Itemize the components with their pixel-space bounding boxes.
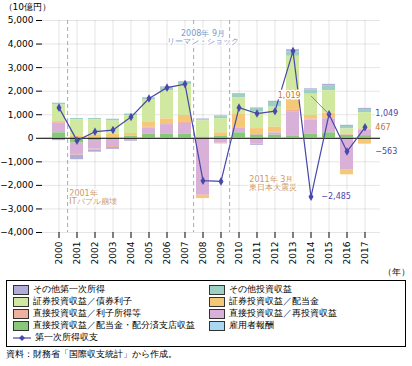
html-text:その他第一次所得: その他第一次所得 — [33, 284, 105, 294]
svg-text:2015: 2015 — [324, 242, 334, 265]
svg-text:2013: 2013 — [288, 242, 298, 265]
svg-text:2017: 2017 — [360, 242, 370, 265]
svg-text:2008年 9月リーマン・ショック: 2008年 9月リーマン・ショック — [167, 29, 239, 46]
svg-text:2000: 2000 — [54, 241, 64, 264]
svg-text:4,000: 4,000 — [8, 39, 34, 49]
html-text:直接投資収益／再投資収益: 直接投資収益／再投資収益 — [229, 308, 337, 318]
svg-text:2004: 2004 — [126, 241, 136, 264]
svg-text:−563: −563 — [375, 147, 397, 156]
svg-text:2005: 2005 — [144, 242, 154, 265]
svg-text:−1,000: −1,000 — [0, 157, 34, 167]
svg-text:5,000: 5,000 — [8, 15, 34, 25]
svg-text:3,000: 3,000 — [8, 62, 34, 72]
svg-text:2002: 2002 — [90, 242, 100, 265]
svg-text:1,049: 1,049 — [375, 109, 398, 118]
html-text:資料：財務省「国際収支統計」から作成。: 資料：財務省「国際収支統計」から作成。 — [6, 349, 177, 359]
svg-text:2016: 2016 — [342, 241, 352, 264]
svg-text:−2,485: −2,485 — [321, 192, 351, 201]
svg-text:2008: 2008 — [198, 241, 208, 264]
svg-text:2011: 2011 — [252, 242, 262, 265]
svg-text:2,000: 2,000 — [8, 86, 34, 96]
svg-text:2012: 2012 — [270, 242, 280, 265]
html-text:直接投資収益／利子所得等: 直接投資収益／利子所得等 — [33, 308, 141, 318]
html-text:直接投資収益／配当金・配分済支店収益: 直接投資収益／配当金・配分済支店収益 — [33, 320, 195, 330]
svg-text:−4,000: −4,000 — [0, 227, 34, 237]
html-text:その他投資収益: その他投資収益 — [229, 284, 292, 294]
svg-text:2006: 2006 — [162, 241, 172, 264]
svg-text:−2,000: −2,000 — [0, 180, 34, 190]
svg-text:2001: 2001 — [72, 242, 82, 265]
svg-text:（年）: （年） — [383, 267, 410, 277]
svg-text:2014: 2014 — [306, 241, 316, 264]
svg-text:2009: 2009 — [216, 241, 226, 264]
html-text:第一次所得収支: 第一次所得収支 — [35, 332, 98, 342]
svg-text:0: 0 — [28, 133, 34, 143]
svg-text:2003: 2003 — [108, 242, 118, 265]
svg-text:2001年ITバブル崩壊: 2001年ITバブル崩壊 — [69, 189, 116, 206]
html-text:雇用者報酬: 雇用者報酬 — [229, 320, 274, 330]
svg-text:2011年 3月東日本大震災: 2011年 3月東日本大震災 — [249, 175, 297, 192]
svg-text:（10億円）: （10億円） — [4, 2, 51, 12]
html-text:証券投資収益／配当金: 証券投資収益／配当金 — [229, 296, 319, 306]
svg-text:1,000: 1,000 — [8, 110, 34, 120]
svg-text:2010: 2010 — [234, 241, 244, 264]
svg-text:1,019: 1,019 — [278, 91, 301, 100]
html-text:証券投資収益／債券利子: 証券投資収益／債券利子 — [33, 296, 132, 306]
svg-text:−3,000: −3,000 — [0, 204, 34, 214]
svg-text:2007: 2007 — [180, 242, 190, 265]
svg-text:467: 467 — [375, 123, 390, 132]
